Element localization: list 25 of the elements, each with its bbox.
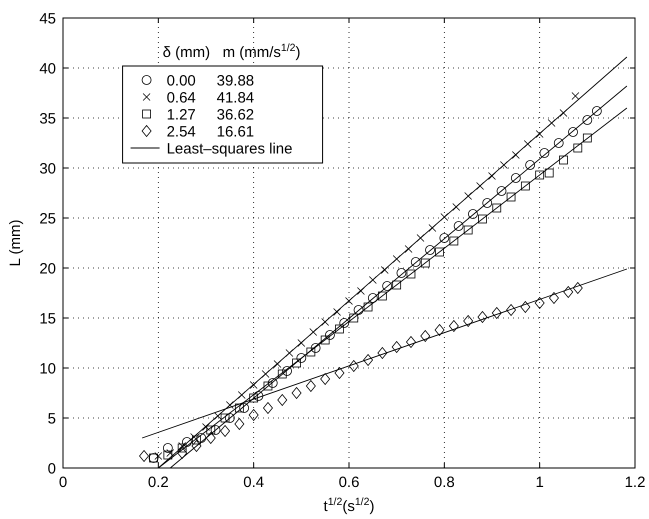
x-tick-label: 0.6 — [338, 474, 360, 491]
legend-label: Least–squares line — [166, 140, 293, 158]
x-tick-label: 0 — [58, 474, 68, 491]
y-tick-label: 0 — [48, 460, 56, 478]
legend-label: 1.27 36.62 — [166, 106, 254, 124]
y-axis-title: L (mm) — [7, 220, 24, 266]
legend-label: 0.64 41.84 — [166, 89, 254, 106]
y-tick-label: 45 — [39, 10, 56, 28]
x-tick-label: 0.4 — [243, 474, 264, 491]
y-tick-label: 10 — [39, 360, 56, 378]
y-tick-label: 25 — [39, 210, 56, 228]
legend-title: δ (mm) m (mm/s$^{1/2}$) — [162, 42, 301, 61]
x-tick-label: 1.2 — [624, 474, 646, 491]
x-axis-title: t$^{1/2}$(s$^{1/2}$) — [324, 496, 374, 515]
y-tick-label: 30 — [39, 160, 56, 178]
legend-label: 0.00 39.88 — [166, 72, 254, 90]
x-tick-label: 0.2 — [148, 474, 169, 491]
y-tick-label: 15 — [39, 310, 56, 328]
x-tick-label: 0.8 — [434, 474, 455, 491]
legend-label: 2.54 16.61 — [166, 123, 254, 140]
y-tick-label: 35 — [39, 110, 56, 128]
y-tick-label: 40 — [39, 60, 56, 78]
x-tick-label: 1 — [535, 474, 544, 491]
y-tick-label: 5 — [48, 410, 56, 428]
y-tick-label: 20 — [39, 260, 56, 278]
